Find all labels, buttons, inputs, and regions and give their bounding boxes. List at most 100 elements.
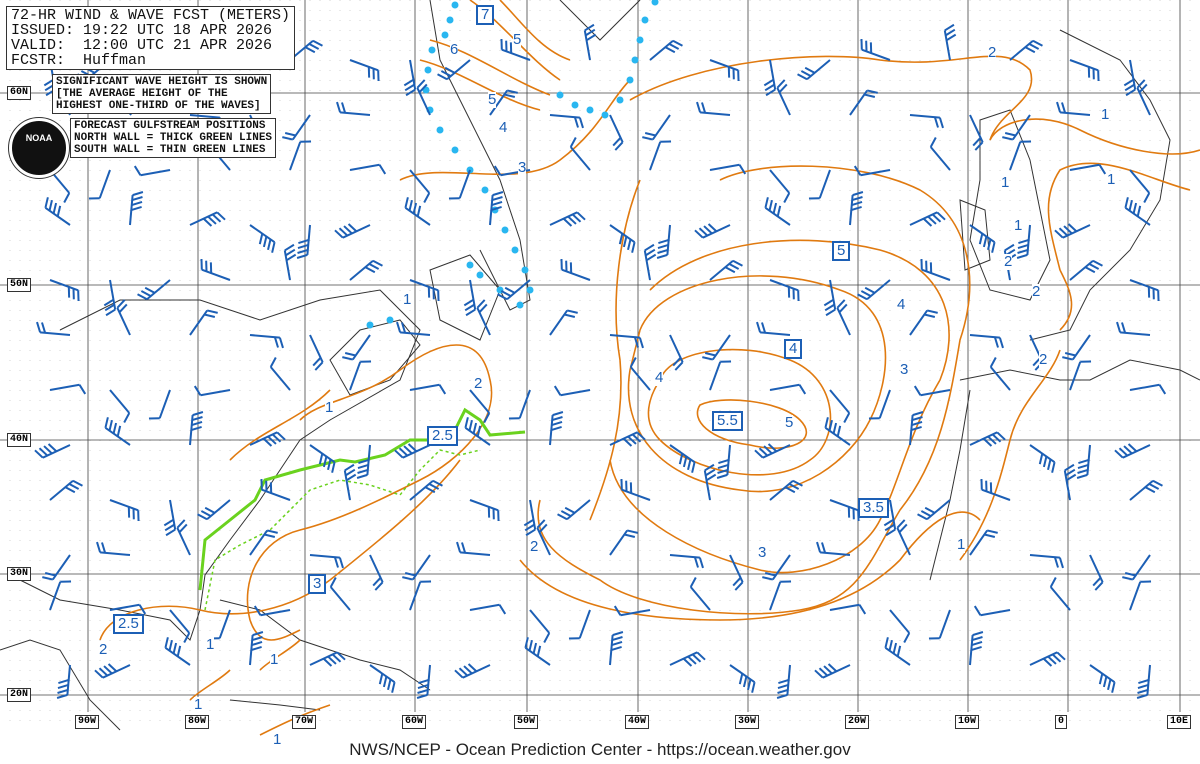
wind-barb bbox=[980, 478, 1011, 501]
wind-barb bbox=[189, 309, 218, 336]
noaa-logo: NOAA bbox=[8, 117, 70, 179]
header-box: 72-HR WIND & WAVE FCST (METERS) ISSUED: 1… bbox=[6, 6, 296, 70]
longitude-label: 40W bbox=[625, 715, 650, 729]
wave-height-contour-label: 1 bbox=[273, 731, 282, 748]
wind-barb bbox=[34, 443, 71, 459]
wind-barb bbox=[814, 663, 851, 679]
wind-barb bbox=[913, 385, 951, 397]
coastline bbox=[219, 599, 431, 691]
wave-height-contour bbox=[259, 639, 301, 671]
wind-barb bbox=[49, 479, 83, 501]
wind-barb bbox=[1029, 444, 1056, 473]
ice-edge-dot bbox=[481, 186, 489, 194]
wind-barb bbox=[829, 499, 860, 522]
wind-barb bbox=[402, 554, 431, 581]
wave-height-contour bbox=[989, 118, 1200, 155]
wind-barb bbox=[44, 197, 71, 226]
ice-edge-dot bbox=[501, 226, 509, 234]
wind-barb bbox=[609, 114, 624, 151]
wind-barb bbox=[808, 169, 831, 200]
wind-barb bbox=[249, 631, 264, 666]
wind-barb bbox=[969, 114, 984, 151]
wind-barb bbox=[463, 279, 477, 317]
wave-height-contour bbox=[229, 389, 331, 461]
wind-barb bbox=[643, 243, 657, 281]
wind-barb bbox=[88, 169, 111, 200]
wind-barb bbox=[1116, 321, 1151, 336]
wave-height-contour bbox=[589, 179, 641, 521]
longitude-label: 30W bbox=[735, 715, 760, 729]
wind-barb bbox=[148, 389, 171, 420]
wave-height-max-label: 3.5 bbox=[858, 498, 889, 518]
wave-height-contour bbox=[609, 239, 950, 574]
wind-barb bbox=[629, 357, 651, 391]
wind-barb bbox=[416, 79, 431, 116]
wind-barb bbox=[849, 191, 864, 226]
wind-barb bbox=[176, 519, 191, 556]
wind-barb bbox=[553, 385, 591, 397]
wind-barb bbox=[416, 664, 431, 699]
wind-barb bbox=[249, 224, 276, 253]
ice-edge-dot bbox=[631, 56, 639, 64]
longitude-label: 0 bbox=[1055, 715, 1068, 729]
wind-barb bbox=[669, 334, 684, 371]
wind-barb bbox=[1136, 79, 1151, 116]
longitude-label: 60W bbox=[402, 715, 427, 729]
wind-barb bbox=[709, 59, 740, 82]
wave-height-contour bbox=[399, 79, 631, 181]
wind-barb bbox=[500, 38, 531, 61]
wind-barb bbox=[523, 499, 537, 537]
wave-height-contour bbox=[696, 399, 807, 449]
wind-barb bbox=[200, 258, 231, 281]
wind-barb bbox=[989, 357, 1011, 391]
wind-barb bbox=[889, 609, 911, 643]
wind-barb bbox=[349, 163, 387, 175]
wind-barb bbox=[583, 23, 597, 61]
wind-barb bbox=[469, 389, 491, 423]
wave-height-contour-label: 1 bbox=[206, 636, 215, 653]
wind-barb bbox=[1124, 197, 1151, 226]
gulfstream-north-wall bbox=[198, 407, 526, 591]
wind-barb bbox=[448, 169, 471, 200]
wind-barb bbox=[409, 169, 431, 203]
wind-barb bbox=[116, 299, 131, 336]
wind-barb bbox=[1089, 554, 1104, 591]
wave-height-contour-label: 2 bbox=[1004, 253, 1013, 270]
wind-barb bbox=[396, 321, 431, 336]
wind-barb bbox=[1002, 114, 1031, 141]
coastline bbox=[969, 109, 1051, 301]
wind-barb bbox=[42, 554, 71, 581]
ice-edge-dot bbox=[601, 111, 609, 119]
wind-barb bbox=[1129, 383, 1167, 395]
wind-barb bbox=[769, 580, 792, 611]
wind-barb bbox=[469, 499, 500, 522]
wave-height-contour-label: 1 bbox=[325, 399, 334, 416]
wave-height-contour-label: 4 bbox=[499, 119, 508, 136]
ice-edge-dot bbox=[526, 286, 534, 294]
wind-barb bbox=[609, 431, 646, 447]
wind-barb bbox=[609, 529, 638, 556]
wave-height-max-label: 5 bbox=[832, 241, 851, 261]
wind-barb bbox=[129, 191, 144, 226]
wind-barb bbox=[260, 478, 291, 501]
wind-barb bbox=[1062, 334, 1091, 361]
valid-time: VALID: 12:00 UTC 21 APR 2026 bbox=[11, 37, 273, 54]
wind-barb bbox=[404, 197, 431, 226]
wave-height-max-label: 2.5 bbox=[113, 614, 144, 634]
wind-barb bbox=[549, 411, 564, 446]
wind-barb bbox=[709, 360, 732, 391]
coastline bbox=[329, 319, 421, 396]
wind-barb bbox=[103, 279, 117, 317]
wind-barb bbox=[309, 444, 336, 473]
wave-height-contour-label: 1 bbox=[194, 696, 203, 713]
wind-barb bbox=[193, 385, 231, 397]
longitude-label: 20W bbox=[845, 715, 870, 729]
footer-credit: NWS/NCEP - Ocean Prediction Center - htt… bbox=[349, 740, 851, 759]
wave-height-max-label: 4 bbox=[784, 339, 803, 359]
coastline bbox=[229, 699, 321, 711]
wave-height-contour-label: 1 bbox=[1014, 217, 1023, 234]
wave-height-contour bbox=[537, 165, 971, 615]
ice-edge-dot bbox=[571, 101, 579, 109]
wave-height-max-label: 7 bbox=[476, 5, 495, 25]
wind-barb bbox=[689, 577, 711, 611]
